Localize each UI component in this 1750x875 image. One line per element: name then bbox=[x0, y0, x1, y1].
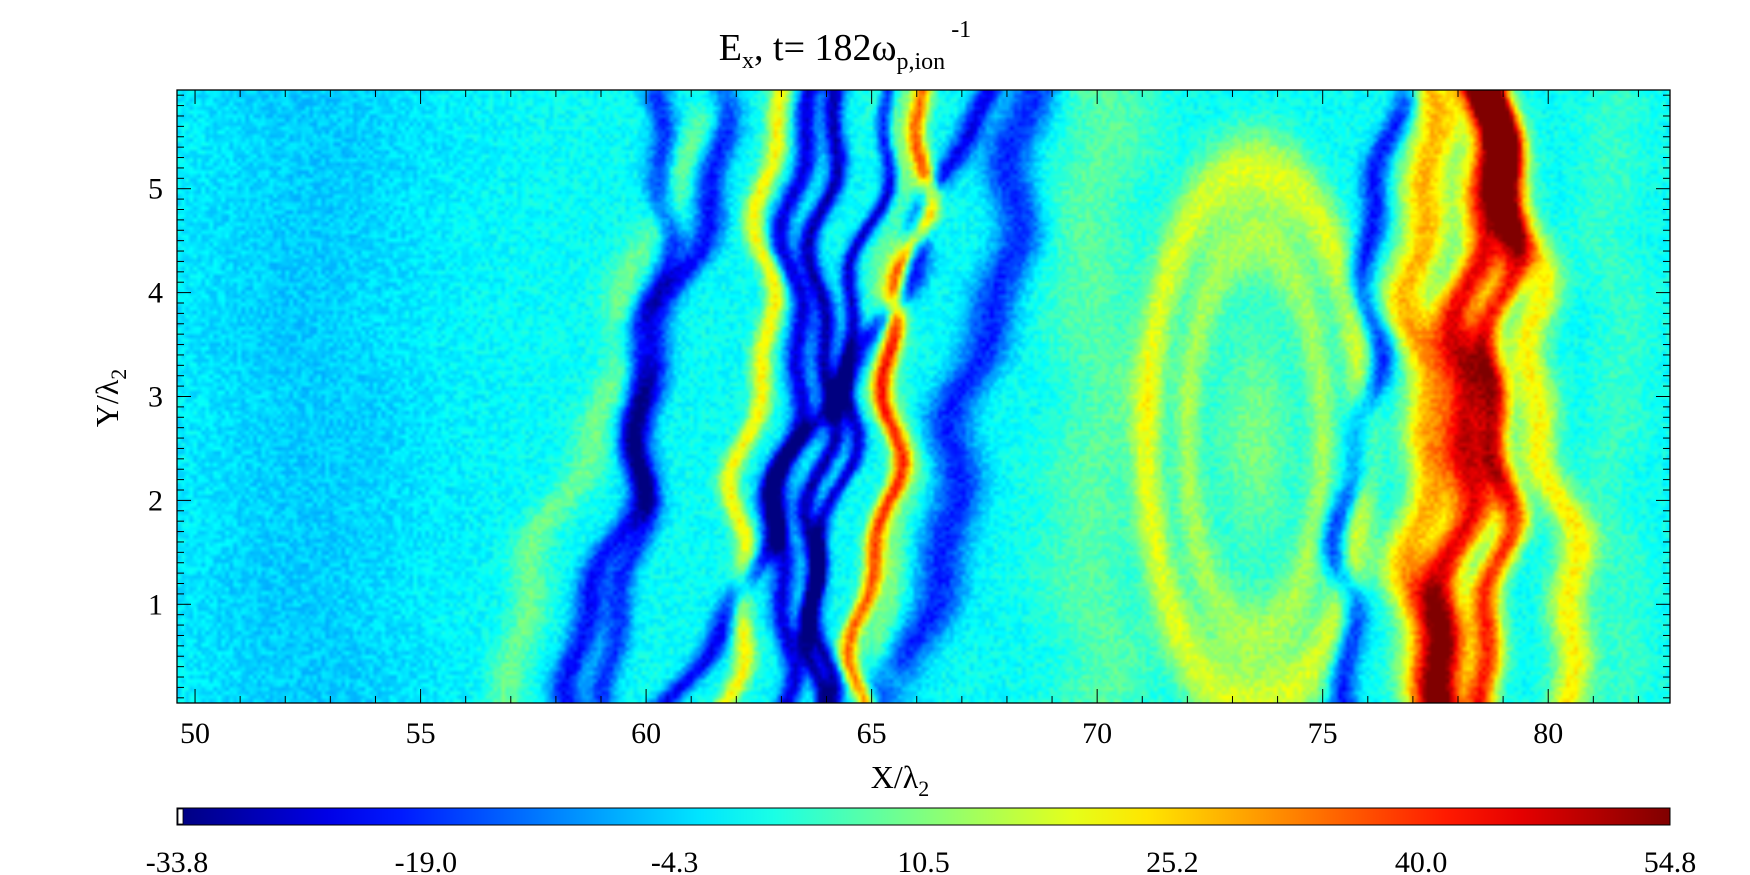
y-tick-label: 5 bbox=[148, 173, 163, 206]
colorbar-tick-label: 10.5 bbox=[897, 846, 950, 875]
colorbar-end-marker bbox=[177, 808, 184, 825]
x-tick-label: 80 bbox=[1533, 717, 1563, 750]
colorbar-tick-label: -33.8 bbox=[146, 846, 209, 875]
colorbar-tick-labels: -33.8 -19.0 -4.3 10.5 25.2 40.0 54.8 bbox=[146, 846, 1697, 875]
x-axis-tick-labels: 50 55 60 65 70 75 80 bbox=[180, 717, 1563, 750]
y-tick-label: 4 bbox=[148, 277, 163, 310]
colorbar-tick-label: 54.8 bbox=[1644, 846, 1697, 875]
y-tick-label: 1 bbox=[148, 588, 163, 621]
x-tick-label: 75 bbox=[1308, 717, 1338, 750]
x-tick-label: 60 bbox=[631, 717, 661, 750]
x-tick-label: 70 bbox=[1082, 717, 1112, 750]
title-time-subscript: p,ion bbox=[897, 49, 946, 75]
title-time-prefix: , t= 182ω bbox=[754, 27, 897, 69]
x-axis-label: X/λ2 bbox=[871, 759, 930, 801]
title-time-superscript: -1 bbox=[951, 17, 971, 43]
colorbar-tick-label: -4.3 bbox=[651, 846, 699, 875]
x-axis-label-subscript: 2 bbox=[918, 776, 929, 801]
chart-title: Ex, t= 182ωp,ion-1 bbox=[719, 17, 971, 75]
x-tick-label: 55 bbox=[406, 717, 436, 750]
colorbar bbox=[176, 807, 1671, 826]
x-axis-ticks bbox=[194, 90, 1639, 703]
x-axis-label-main: X/λ bbox=[871, 759, 919, 795]
y-axis-tick-labels: 1 2 3 4 5 bbox=[148, 173, 163, 622]
y-axis-label-main: Y/λ bbox=[89, 379, 125, 427]
colorbar-tick-label: 25.2 bbox=[1146, 846, 1199, 875]
x-tick-label: 65 bbox=[857, 717, 887, 750]
y-tick-label: 2 bbox=[148, 484, 163, 517]
y-axis-label: Y/λ2 bbox=[89, 369, 131, 428]
y-axis-ticks bbox=[177, 94, 1670, 699]
title-symbol-subscript: x bbox=[742, 48, 754, 74]
colorbar-tick-label: -19.0 bbox=[395, 846, 458, 875]
y-tick-label: 3 bbox=[148, 381, 163, 414]
title-symbol: E bbox=[719, 27, 742, 69]
y-axis-label-subscript: 2 bbox=[106, 369, 131, 380]
heatmap-canvas bbox=[177, 90, 1670, 703]
colorbar-tick-label: 40.0 bbox=[1395, 846, 1448, 875]
heatmap-area bbox=[177, 90, 1670, 703]
x-tick-label: 50 bbox=[180, 717, 210, 750]
